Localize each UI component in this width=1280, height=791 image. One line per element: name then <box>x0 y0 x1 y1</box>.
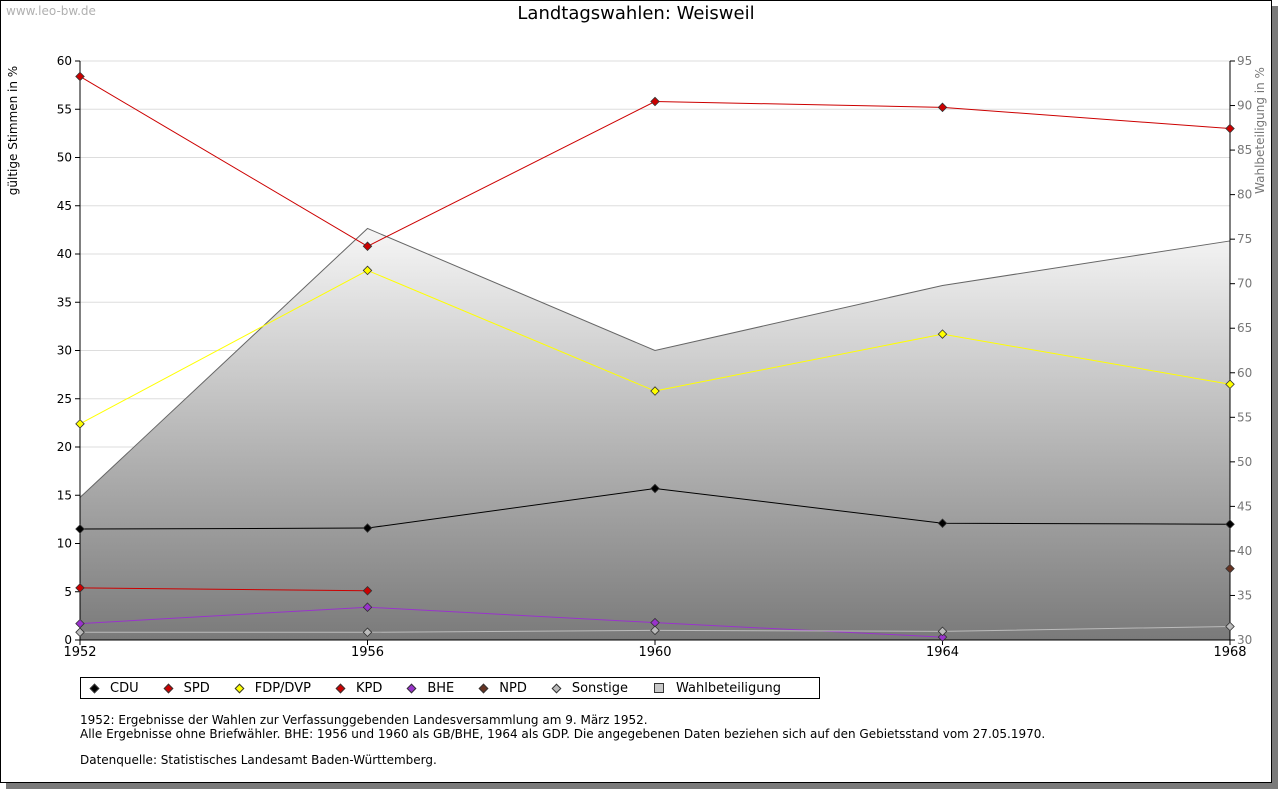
y2-tick-label: 65 <box>1237 321 1252 335</box>
point-spd <box>937 102 948 113</box>
x-tick-label: 1960 <box>638 645 671 660</box>
y2-tick-label: 30 <box>1237 633 1252 647</box>
y-tick-label: 35 <box>57 295 72 309</box>
point-cdu <box>650 483 660 494</box>
legend-item-spd: SPD <box>163 680 210 696</box>
y-tick-label: 10 <box>57 537 72 551</box>
x-tick-label: 1964 <box>926 645 959 660</box>
point-spd <box>75 71 85 82</box>
chart-title: Landtagswahlen: Weisweil <box>517 3 755 24</box>
series-line-kpd <box>79 587 368 592</box>
legend-swatch-sonstige <box>551 683 562 693</box>
legend-item-sonstige: Sonstige <box>551 680 629 696</box>
y-tick-label: 30 <box>57 344 72 358</box>
y-axis-title: gültige Stimmen in % <box>6 66 20 195</box>
point-npd <box>1225 563 1235 574</box>
y2-axis-title: Wahlbeteiligung in % <box>1253 67 1267 194</box>
y2-tick-label: 60 <box>1237 366 1252 380</box>
y2-tick-label: 70 <box>1237 277 1252 291</box>
y2-tick-label: 35 <box>1237 588 1252 602</box>
point-sonstige <box>937 626 948 637</box>
point-bhe <box>362 602 373 612</box>
y-tick-label: 55 <box>57 102 72 116</box>
turnout-area <box>80 228 1230 641</box>
point-fdp-dvp <box>1225 379 1235 390</box>
frame-shadow-right <box>1272 6 1278 789</box>
point-kpd <box>362 586 373 596</box>
y-tick-label: 5 <box>64 585 72 599</box>
point-kpd <box>75 583 85 593</box>
y2-tick-label: 55 <box>1237 410 1252 424</box>
legend-swatch-wahlbeteiligung <box>654 683 665 693</box>
y2-tick-label: 85 <box>1237 143 1252 157</box>
y2-tick-label: 90 <box>1237 99 1252 113</box>
series-line-bhe <box>79 606 943 638</box>
y2-tick-label: 45 <box>1237 499 1252 513</box>
y-tick-label: 50 <box>57 151 72 165</box>
legend-label-bhe: BHE <box>427 680 455 696</box>
y-tick-label: 60 <box>57 54 72 68</box>
y-tick-label: 25 <box>57 392 72 406</box>
y-tick-label: 40 <box>57 247 72 261</box>
x-tick-label: 1956 <box>351 645 384 660</box>
point-cdu <box>362 523 373 533</box>
legend-item-npd: NPD <box>478 680 527 696</box>
legend-label-cdu: CDU <box>110 680 139 696</box>
point-cdu <box>1225 519 1235 529</box>
legend-swatch-cdu <box>89 683 100 693</box>
y2-tick-label: 75 <box>1237 232 1252 246</box>
point-sonstige <box>362 627 373 638</box>
y-tick-label: 0 <box>64 633 72 647</box>
y2-tick-label: 80 <box>1237 188 1252 202</box>
point-spd <box>362 241 373 252</box>
point-spd <box>650 96 660 107</box>
point-bhe <box>937 632 948 642</box>
note-1952: 1952: Ergebnisse der Wahlen zur Verfassu… <box>80 713 648 727</box>
legend-swatch-kpd <box>335 683 346 693</box>
note-briefwaehler: Alle Ergebnisse ohne Briefwähler. BHE: 1… <box>80 727 1046 741</box>
point-cdu <box>75 524 85 534</box>
y2-tick-label: 50 <box>1237 455 1252 469</box>
legend-item-kpd: KPD <box>335 680 383 696</box>
y2-tick-label: 40 <box>1237 544 1252 558</box>
legend-item-bhe: BHE <box>406 680 455 696</box>
point-fdp-dvp <box>362 265 373 276</box>
legend-label-kpd: KPD <box>355 680 383 696</box>
x-tick-label: 1968 <box>1213 645 1246 660</box>
legend-label-spd: SPD <box>183 680 210 696</box>
y-tick-label: 20 <box>57 440 72 454</box>
legend-swatch-npd <box>478 683 489 693</box>
legend-swatch-fdp-dvp <box>234 683 245 693</box>
point-cdu <box>937 518 948 529</box>
turnout-line <box>79 227 1231 498</box>
point-sonstige <box>650 625 660 636</box>
point-sonstige <box>1225 621 1235 632</box>
legend-swatch-bhe <box>406 683 417 693</box>
x-tick-label: 1952 <box>63 645 96 660</box>
point-fdp-dvp <box>650 386 660 396</box>
legend-item-fdp-dvp: FDP/DVP <box>234 680 311 696</box>
legend-label-wahlbeteiligung: Wahlbeteiligung <box>676 680 782 696</box>
legend-label-npd: NPD <box>499 680 527 696</box>
legend-label-sonstige: Sonstige <box>571 680 629 696</box>
legend-item-wahlbeteiligung: Wahlbeteiligung <box>654 681 781 696</box>
y2-tick-label: 95 <box>1237 54 1252 68</box>
point-spd <box>1225 123 1235 134</box>
legend-label-fdp-dvp: FDP/DVP <box>254 680 311 696</box>
legend: CDU SPD FDP/DVP KPD BHE NPD Sonstige Wahlbeteil… <box>80 677 820 699</box>
note-source: Datenquelle: Statistisches Landesamt Bad… <box>80 753 437 767</box>
y-tick-label: 45 <box>57 199 72 213</box>
legend-swatch-spd <box>163 683 174 693</box>
legend-item-cdu: CDU <box>89 680 139 696</box>
point-fdp-dvp <box>937 329 948 339</box>
y-tick-label: 15 <box>57 488 72 502</box>
point-sonstige <box>75 627 85 638</box>
point-fdp-dvp <box>75 419 85 429</box>
watermark: www.leo-bw.de <box>6 4 96 18</box>
frame-shadow-bottom <box>6 783 1278 789</box>
